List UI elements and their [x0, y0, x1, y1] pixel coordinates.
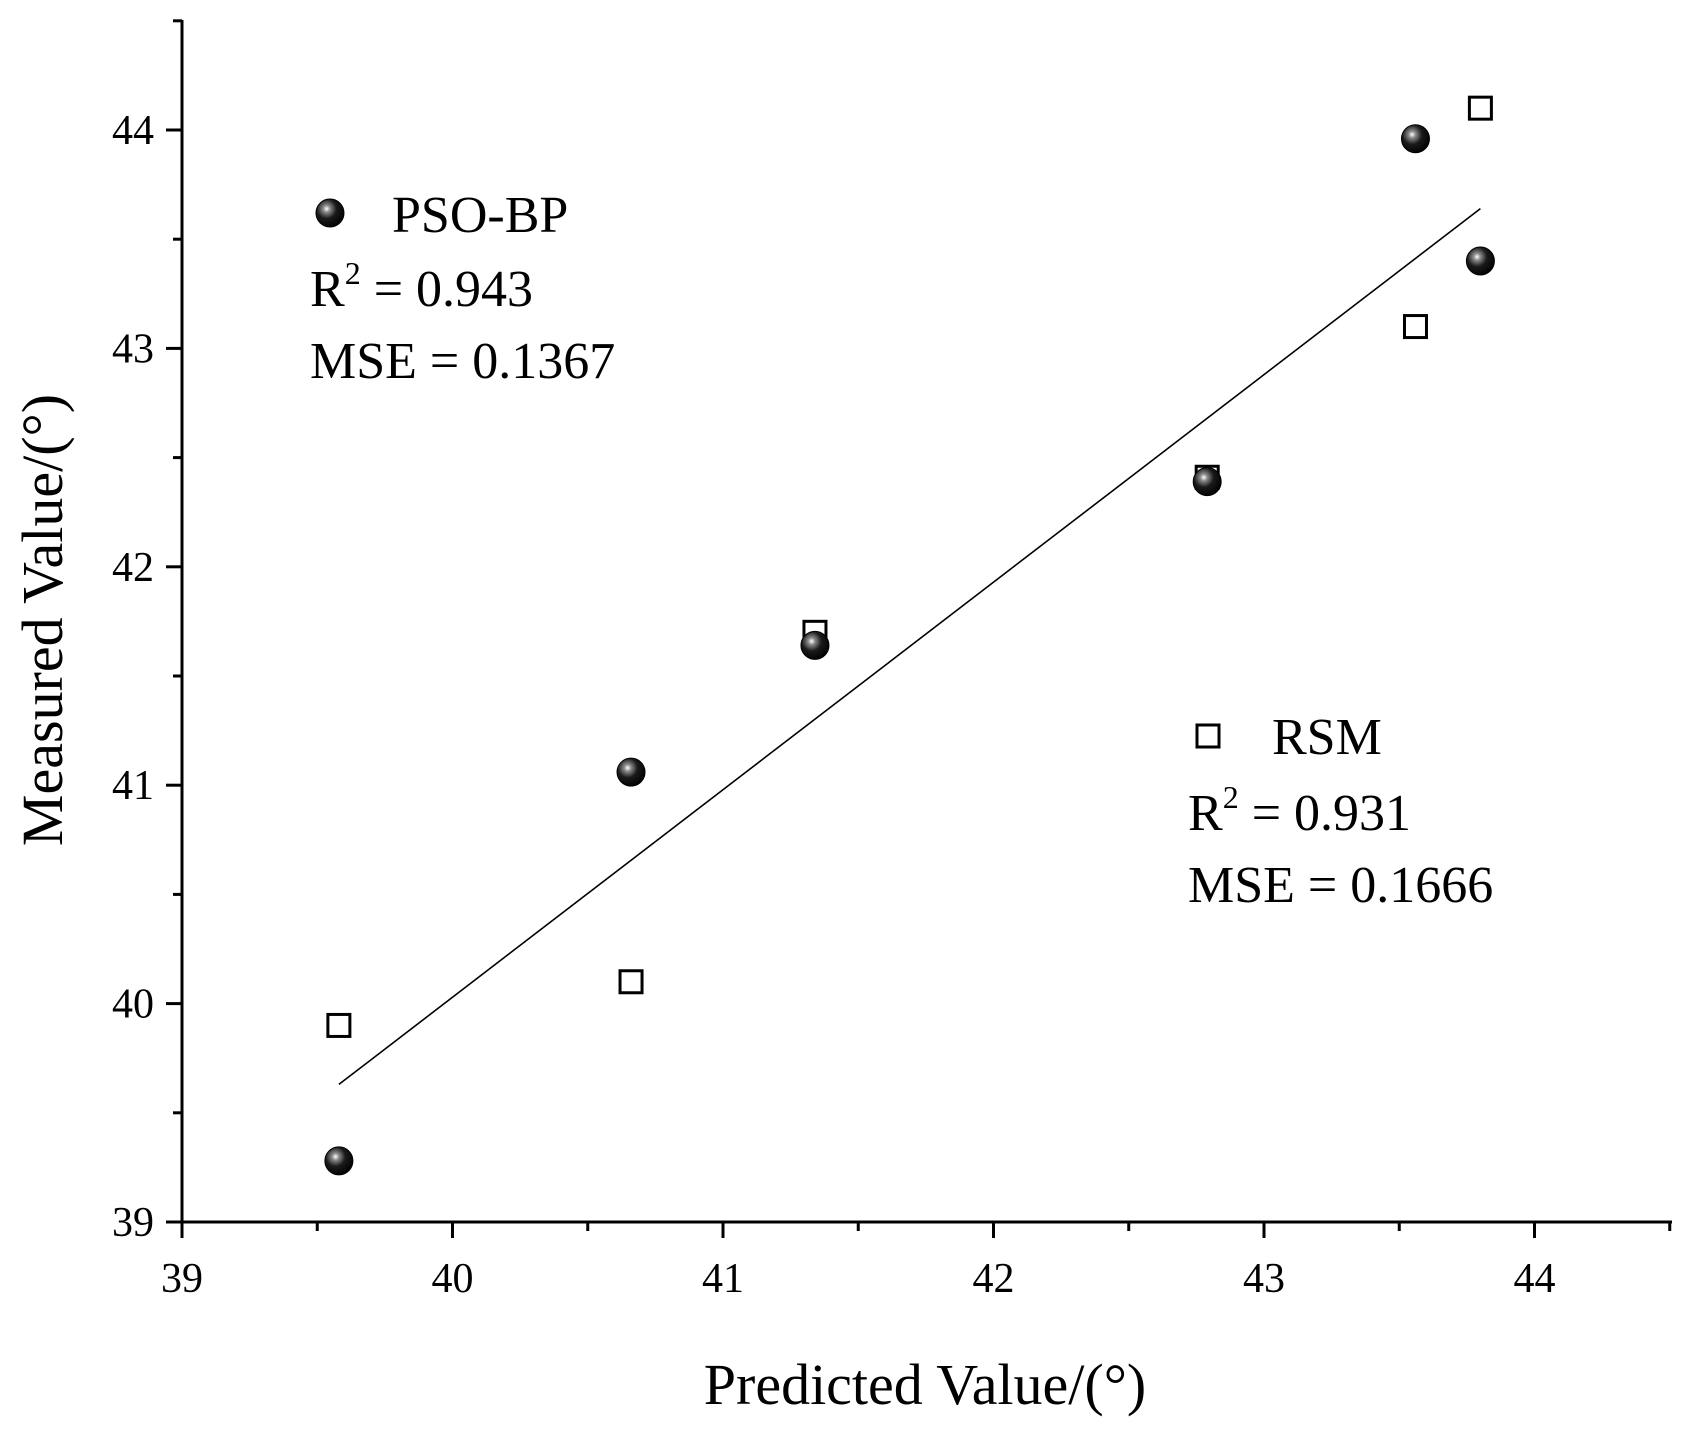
pso-bp-point: [1192, 467, 1222, 497]
pso-bp-mse: MSE = 0.1367: [310, 333, 615, 390]
pso-bp-point: [1465, 246, 1495, 276]
x-tick-label: 42: [973, 1256, 1015, 1302]
y-tick-label: 43: [112, 326, 154, 372]
rsm-point: [618, 969, 644, 995]
rsm-mse: MSE = 0.1666: [1188, 857, 1493, 914]
pso-bp-point: [324, 1146, 354, 1176]
legend-rsm: RSM R2 = 0.931 MSE = 0.1666: [1188, 709, 1493, 914]
fit-line: [338, 207, 1481, 1086]
legend-rsm-label: RSM: [1272, 709, 1382, 766]
y-tick-label: 44: [112, 108, 154, 154]
rsm-point: [1467, 95, 1493, 121]
y-tick-label: 39: [112, 1200, 154, 1246]
pso-bp-point: [616, 757, 646, 787]
y-axis-title: Measured Value/(°): [10, 394, 75, 846]
legend-pso-bp-label: PSO-BP: [392, 187, 568, 244]
x-tick-label: 39: [161, 1256, 203, 1302]
x-tick-label: 41: [702, 1256, 744, 1302]
x-axis-title: Predicted Value/(°): [704, 1352, 1146, 1417]
legend-pso-bp-marker: [315, 198, 345, 228]
y-tick-label: 40: [112, 982, 154, 1028]
x-tick-label: 44: [1514, 1256, 1556, 1302]
axes: [180, 20, 1672, 1224]
rsm-point: [1402, 314, 1428, 340]
series-pso-bp: [324, 124, 1495, 1176]
y-tick-labels: 39 40 41 42 43 44: [112, 108, 154, 1246]
x-tick-labels: 39 40 41 42 43 44: [161, 1256, 1556, 1302]
pso-bp-r2: R2 = 0.943: [310, 255, 533, 318]
x-tick-label: 40: [432, 1256, 474, 1302]
x-tick-label: 43: [1243, 1256, 1285, 1302]
axis-ticks: [166, 19, 1672, 1238]
legend-pso-bp: PSO-BP R2 = 0.943 MSE = 0.1367: [310, 187, 615, 390]
pso-bp-point: [800, 630, 830, 660]
y-tick-label: 41: [112, 763, 154, 809]
y-tick-label: 42: [112, 545, 154, 591]
legend-rsm-marker: [1195, 723, 1221, 749]
rsm-point: [326, 1012, 352, 1038]
rsm-r2: R2 = 0.931: [1188, 779, 1411, 842]
pso-bp-point: [1400, 124, 1430, 154]
